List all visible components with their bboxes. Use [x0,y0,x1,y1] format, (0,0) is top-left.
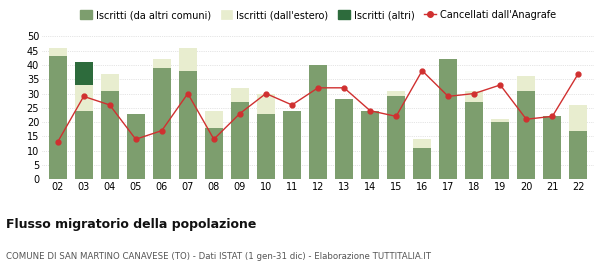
Bar [517,91,535,179]
Bar [179,48,197,71]
Bar [283,111,301,179]
Bar [74,111,93,179]
Bar [127,113,145,179]
Bar [74,62,93,85]
Bar [569,105,587,131]
Bar [387,96,405,179]
Bar [179,71,197,179]
Bar [152,59,171,68]
Text: Flusso migratorio della popolazione: Flusso migratorio della popolazione [6,218,256,231]
Bar [491,119,509,122]
Bar [387,91,405,96]
Bar [205,111,223,128]
Bar [543,116,562,179]
Legend: Iscritti (da altri comuni), Iscritti (dall'estero), Iscritti (altri), Cancellati: Iscritti (da altri comuni), Iscritti (da… [80,10,556,20]
Bar [439,59,457,179]
Bar [491,122,509,179]
Bar [257,94,275,113]
Bar [465,102,484,179]
Bar [152,68,171,179]
Bar [569,131,587,179]
Bar [74,85,93,111]
Bar [257,113,275,179]
Bar [49,56,67,179]
Bar [465,91,484,102]
Bar [335,99,353,179]
Bar [231,88,249,102]
Bar [309,65,327,179]
Bar [361,111,379,179]
Text: COMUNE DI SAN MARTINO CANAVESE (TO) - Dati ISTAT (1 gen-31 dic) - Elaborazione T: COMUNE DI SAN MARTINO CANAVESE (TO) - Da… [6,252,431,261]
Bar [413,148,431,179]
Bar [205,128,223,179]
Bar [413,139,431,148]
Bar [49,48,67,56]
Bar [231,102,249,179]
Bar [101,91,119,179]
Bar [517,76,535,91]
Bar [101,74,119,91]
